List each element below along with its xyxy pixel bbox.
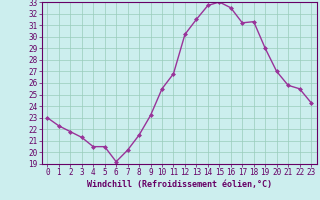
X-axis label: Windchill (Refroidissement éolien,°C): Windchill (Refroidissement éolien,°C) xyxy=(87,180,272,189)
